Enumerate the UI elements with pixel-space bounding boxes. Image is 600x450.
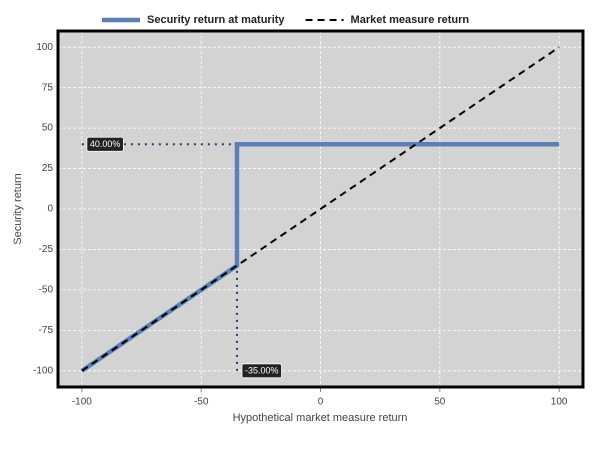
annotation: -35.00% [241,363,282,379]
y-tick-label: -50 [39,285,54,296]
y-tick-label: 75 [42,82,54,93]
x-axis-label: Hypothetical market measure return [233,412,408,424]
y-tick-label: 50 [42,123,54,134]
annotation-label: 40.00% [90,139,121,149]
x-tick-label: -50 [194,397,209,408]
annotation-label: -35.00% [245,366,279,376]
y-axis-label: Security return [12,173,24,245]
y-tick-label: -100 [33,365,53,376]
series-line [80,142,560,373]
x-tick-label: 0 [318,397,324,408]
legend-label: Market measure return [351,14,470,26]
x-tick-label: 100 [551,397,568,408]
x-tick-label: -100 [72,397,92,408]
plot-frame [56,29,585,389]
annotation-box [241,363,282,379]
y-tick-label: 100 [36,42,53,53]
annotation: 40.00% [86,136,124,152]
series-line [81,46,560,372]
annotation-box [86,136,124,152]
legend-label: Security return at maturity [147,14,285,26]
y-tick-label: -75 [39,325,54,336]
y-tick-label: -25 [39,244,54,255]
x-tick-label: 50 [434,397,446,408]
y-tick-label: 0 [47,204,53,215]
y-tick-label: 25 [42,163,54,174]
